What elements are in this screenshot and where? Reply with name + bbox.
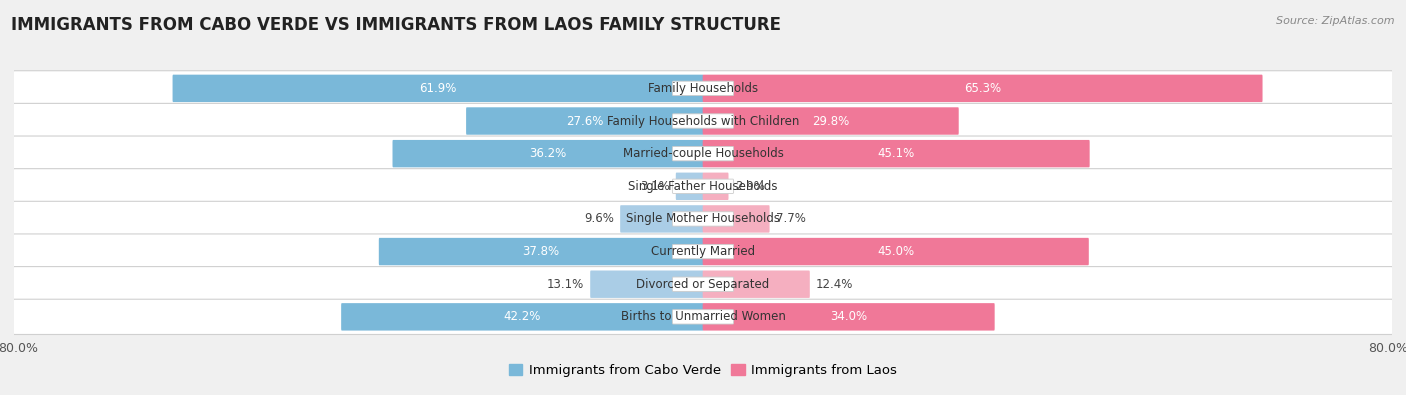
- Text: 9.6%: 9.6%: [583, 213, 614, 226]
- FancyBboxPatch shape: [342, 303, 703, 331]
- FancyBboxPatch shape: [703, 173, 728, 200]
- Legend: Immigrants from Cabo Verde, Immigrants from Laos: Immigrants from Cabo Verde, Immigrants f…: [503, 359, 903, 382]
- FancyBboxPatch shape: [13, 201, 1393, 237]
- FancyBboxPatch shape: [13, 71, 1393, 106]
- FancyBboxPatch shape: [13, 169, 1393, 204]
- FancyBboxPatch shape: [392, 140, 703, 167]
- FancyBboxPatch shape: [672, 81, 734, 96]
- Text: 61.9%: 61.9%: [419, 82, 457, 95]
- Text: 3.1%: 3.1%: [640, 180, 669, 193]
- FancyBboxPatch shape: [672, 245, 734, 259]
- FancyBboxPatch shape: [703, 140, 1090, 167]
- FancyBboxPatch shape: [703, 238, 1088, 265]
- FancyBboxPatch shape: [13, 267, 1393, 302]
- FancyBboxPatch shape: [703, 271, 810, 298]
- Text: 27.6%: 27.6%: [567, 115, 603, 128]
- Text: Births to Unmarried Women: Births to Unmarried Women: [620, 310, 786, 324]
- FancyBboxPatch shape: [672, 179, 734, 194]
- Text: Single Mother Households: Single Mother Households: [626, 213, 780, 226]
- FancyBboxPatch shape: [13, 299, 1393, 335]
- FancyBboxPatch shape: [672, 114, 734, 128]
- Text: Currently Married: Currently Married: [651, 245, 755, 258]
- FancyBboxPatch shape: [672, 212, 734, 226]
- FancyBboxPatch shape: [378, 238, 703, 265]
- Text: IMMIGRANTS FROM CABO VERDE VS IMMIGRANTS FROM LAOS FAMILY STRUCTURE: IMMIGRANTS FROM CABO VERDE VS IMMIGRANTS…: [11, 16, 782, 34]
- FancyBboxPatch shape: [620, 205, 703, 233]
- FancyBboxPatch shape: [703, 107, 959, 135]
- Text: 65.3%: 65.3%: [965, 82, 1001, 95]
- Text: Divorced or Separated: Divorced or Separated: [637, 278, 769, 291]
- FancyBboxPatch shape: [467, 107, 703, 135]
- FancyBboxPatch shape: [672, 277, 734, 292]
- Text: 34.0%: 34.0%: [830, 310, 868, 324]
- Text: 12.4%: 12.4%: [815, 278, 853, 291]
- FancyBboxPatch shape: [672, 310, 734, 324]
- Text: Family Households with Children: Family Households with Children: [607, 115, 799, 128]
- Text: Family Households: Family Households: [648, 82, 758, 95]
- FancyBboxPatch shape: [13, 103, 1393, 139]
- Text: 45.0%: 45.0%: [877, 245, 914, 258]
- Text: 7.7%: 7.7%: [776, 213, 806, 226]
- FancyBboxPatch shape: [703, 205, 769, 233]
- Text: 42.2%: 42.2%: [503, 310, 541, 324]
- Text: 13.1%: 13.1%: [547, 278, 583, 291]
- FancyBboxPatch shape: [703, 75, 1263, 102]
- FancyBboxPatch shape: [672, 147, 734, 161]
- Text: 2.9%: 2.9%: [735, 180, 765, 193]
- Text: Source: ZipAtlas.com: Source: ZipAtlas.com: [1277, 16, 1395, 26]
- FancyBboxPatch shape: [173, 75, 703, 102]
- Text: 45.1%: 45.1%: [877, 147, 915, 160]
- Text: 36.2%: 36.2%: [529, 147, 567, 160]
- FancyBboxPatch shape: [676, 173, 703, 200]
- FancyBboxPatch shape: [13, 136, 1393, 171]
- FancyBboxPatch shape: [591, 271, 703, 298]
- Text: Single Father Households: Single Father Households: [628, 180, 778, 193]
- Text: Married-couple Households: Married-couple Households: [623, 147, 783, 160]
- Text: 29.8%: 29.8%: [813, 115, 849, 128]
- FancyBboxPatch shape: [13, 234, 1393, 269]
- Text: 37.8%: 37.8%: [523, 245, 560, 258]
- FancyBboxPatch shape: [703, 303, 994, 331]
